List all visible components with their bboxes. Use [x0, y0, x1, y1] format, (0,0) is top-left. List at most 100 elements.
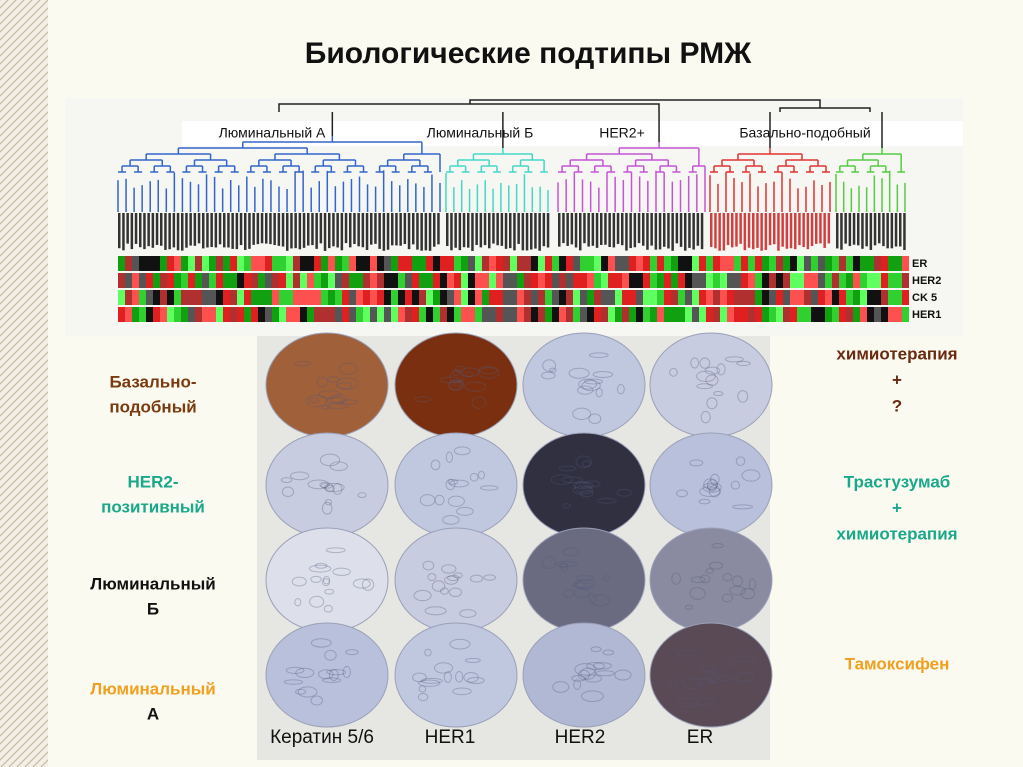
heatmap-cell [209, 256, 216, 271]
heatmap-cell [356, 307, 363, 322]
heatmap-cell [363, 273, 370, 288]
sample-label [764, 213, 768, 250]
sample-label [671, 213, 674, 251]
tissue-texture [294, 598, 302, 607]
heatmap-cell [419, 256, 426, 271]
tissue-texture [323, 482, 345, 493]
sample-label [483, 213, 487, 246]
heatmap-cell [552, 273, 559, 288]
heatmap-cell [188, 273, 195, 288]
heatmap-cell [678, 307, 685, 322]
tissue-texture [338, 362, 358, 375]
tissue-texture [677, 697, 699, 708]
tissue-texture [709, 473, 720, 486]
tissue-texture [321, 404, 331, 410]
heatmap-cell [524, 290, 531, 305]
heatmap-cell [153, 256, 160, 271]
heatmap-cell [643, 256, 650, 271]
heatmap-cell [573, 290, 580, 305]
heatmap-cell [657, 290, 664, 305]
tissue-texture [464, 381, 487, 392]
heatmap-cell [776, 273, 783, 288]
sample-label [700, 213, 704, 250]
tissue-texture [596, 497, 617, 504]
heatmap-cell [384, 307, 391, 322]
sample-label [823, 213, 826, 248]
sample-label [450, 213, 453, 251]
tissue-texture [479, 485, 499, 491]
heatmap-cell [146, 273, 153, 288]
heatmap-cell [503, 273, 510, 288]
sample-label [595, 213, 599, 248]
heatmap-cell [720, 273, 727, 288]
sample-label [479, 213, 483, 248]
heatmap-cell [860, 256, 867, 271]
sample-label [542, 213, 546, 247]
heatmap-cell [888, 290, 895, 305]
heatmap-cell [748, 290, 755, 305]
heatmap-cell [594, 290, 601, 305]
heatmap-cell [552, 290, 559, 305]
tissue-texture [310, 638, 332, 648]
tissue-texture [562, 589, 575, 599]
tissue-texture [420, 677, 443, 684]
tissue-texture [449, 370, 465, 384]
heatmap-cell [139, 307, 146, 322]
tissue-texture [676, 650, 699, 657]
tissue-texture [449, 638, 471, 650]
heatmap-cell [510, 290, 517, 305]
sample-label [760, 213, 763, 251]
heatmap-cell [314, 256, 321, 271]
tissue-texture [736, 360, 751, 367]
tissue-texture [703, 478, 718, 490]
sample-label [361, 213, 365, 248]
heatmap-cell [286, 273, 293, 288]
heatmap-cell [776, 307, 783, 322]
sample-label [454, 213, 457, 248]
sample-label [357, 213, 360, 247]
sample-label [244, 213, 247, 250]
sample-label [538, 213, 541, 251]
heatmap-cell [167, 256, 174, 271]
heatmap-cell [125, 256, 132, 271]
heatmap-cell [818, 307, 825, 322]
heatmap-cell [370, 290, 377, 305]
heatmap-cell [321, 307, 328, 322]
heatmap-cell [874, 307, 881, 322]
heatmap-cell [783, 307, 790, 322]
sample-label [328, 213, 331, 249]
heatmap-cell [475, 256, 482, 271]
sample-label [281, 213, 285, 247]
heatmap-cell [195, 273, 202, 288]
sample-label [344, 213, 348, 244]
heatmap-cell [272, 273, 279, 288]
heatmap-cell [258, 307, 265, 322]
heatmap-cell [867, 256, 874, 271]
row-label: позитивный [101, 497, 205, 516]
tissue-texture [307, 479, 330, 490]
sample-label [277, 213, 281, 246]
tissue-texture [740, 587, 756, 600]
heatmap-cell [727, 290, 734, 305]
sample-label [302, 213, 306, 248]
sample-label [815, 213, 818, 244]
sample-label [496, 213, 499, 246]
heatmap-cell [559, 256, 566, 271]
heatmap-cell [405, 290, 412, 305]
sample-label [675, 213, 679, 244]
tissue-texture [445, 451, 453, 463]
heatmap-cell [587, 307, 594, 322]
sample-label [122, 213, 125, 251]
tissue-texture [469, 472, 479, 482]
heatmap-cell [307, 290, 314, 305]
heatmap-cell [685, 307, 692, 322]
heatmap-cell [832, 290, 839, 305]
sample-label [752, 213, 755, 250]
heatmap-cell [454, 273, 461, 288]
heatmap-cell [811, 290, 818, 305]
heatmap-cell [706, 290, 713, 305]
sample-label [710, 213, 713, 247]
heatmap-cell [244, 290, 251, 305]
tissue-texture [573, 588, 590, 599]
heatmap-cell [895, 307, 902, 322]
